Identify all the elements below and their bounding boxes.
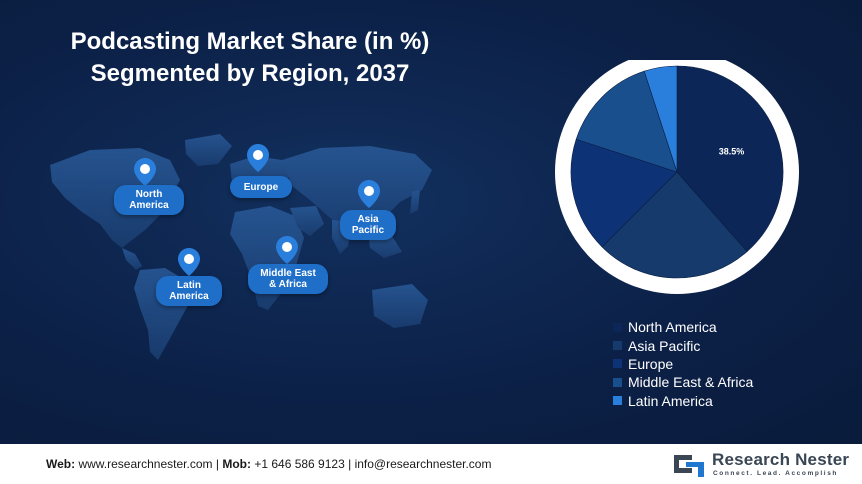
- pie-slice-asia-pacific: [601, 171, 748, 279]
- map-pin-icon: [358, 180, 380, 208]
- legend-item: Asia Pacific: [613, 336, 753, 354]
- logo-mark-icon: [674, 455, 704, 477]
- region-label-middle-east-africa: Middle East & Africa: [248, 264, 328, 294]
- mob-label: Mob:: [222, 457, 251, 471]
- pie-data-label: 38.5%: [719, 146, 745, 156]
- pie-slice-middle-east-africa: [575, 70, 678, 173]
- legend-item: Europe: [613, 355, 753, 373]
- chart-legend: North America Asia Pacific Europe Middle Ea…: [613, 318, 753, 410]
- legend-label: Asia Pacific: [628, 337, 701, 354]
- legend-swatch: [613, 396, 622, 406]
- separator: |: [215, 457, 219, 471]
- legend-item: Middle East & Africa: [613, 373, 753, 391]
- world-map: [50, 134, 432, 360]
- legend-label: Middle East & Africa: [628, 374, 754, 391]
- research-nester-logo: Research Nester Connect. Lead. Accomplis…: [672, 449, 852, 479]
- logo-name: Research Nester: [712, 450, 850, 469]
- legend-label: North America: [628, 319, 717, 336]
- region-label-latin-america: Latin America: [156, 276, 222, 306]
- region-label-asia-pacific: Asia Pacific: [340, 210, 396, 240]
- footer: Web: www.researchnester.com | Mob: +1 64…: [0, 444, 862, 484]
- map-pin-icon: [276, 236, 298, 264]
- email-link[interactable]: info@researchnester.com: [354, 457, 492, 471]
- contact-line: Web: www.researchnester.com | Mob: +1 64…: [46, 457, 491, 471]
- legend-swatch: [613, 322, 622, 332]
- title-line-2: Segmented by Region, 2037: [90, 60, 410, 87]
- legend-swatch: [613, 341, 622, 351]
- legend-item: North America: [613, 318, 753, 336]
- pie-slice-europe: [570, 138, 678, 248]
- pie-slice-latin-america: [643, 65, 678, 173]
- pie-slice-north-america: [676, 65, 784, 252]
- map-pin-icon: [247, 144, 269, 172]
- legend-label: Europe: [628, 355, 674, 372]
- legend-swatch: [613, 359, 622, 369]
- map-pin-icon: [178, 248, 200, 276]
- pie-chart: 38.5%: [555, 60, 799, 294]
- legend-swatch: [613, 377, 622, 387]
- title-line-1: Podcasting Market Share (in %): [70, 28, 430, 55]
- chart-title: Podcasting Market Share (in %) Segmented…: [40, 26, 460, 90]
- region-label-north-america: North America: [114, 185, 184, 215]
- legend-item: Latin America: [613, 392, 753, 410]
- infographic-panel: Podcasting Market Share (in %) Segmented…: [0, 0, 862, 444]
- region-label-europe: Europe: [230, 176, 292, 198]
- web-link[interactable]: www.researchnester.com: [78, 457, 213, 471]
- web-label: Web:: [46, 457, 76, 471]
- phone-number: +1 646 586 9123: [254, 457, 345, 471]
- legend-label: Latin America: [628, 392, 713, 409]
- separator: |: [348, 457, 352, 471]
- map-pin-icon: [134, 158, 156, 186]
- logo-tagline: Connect. Lead. Accomplish: [713, 470, 838, 477]
